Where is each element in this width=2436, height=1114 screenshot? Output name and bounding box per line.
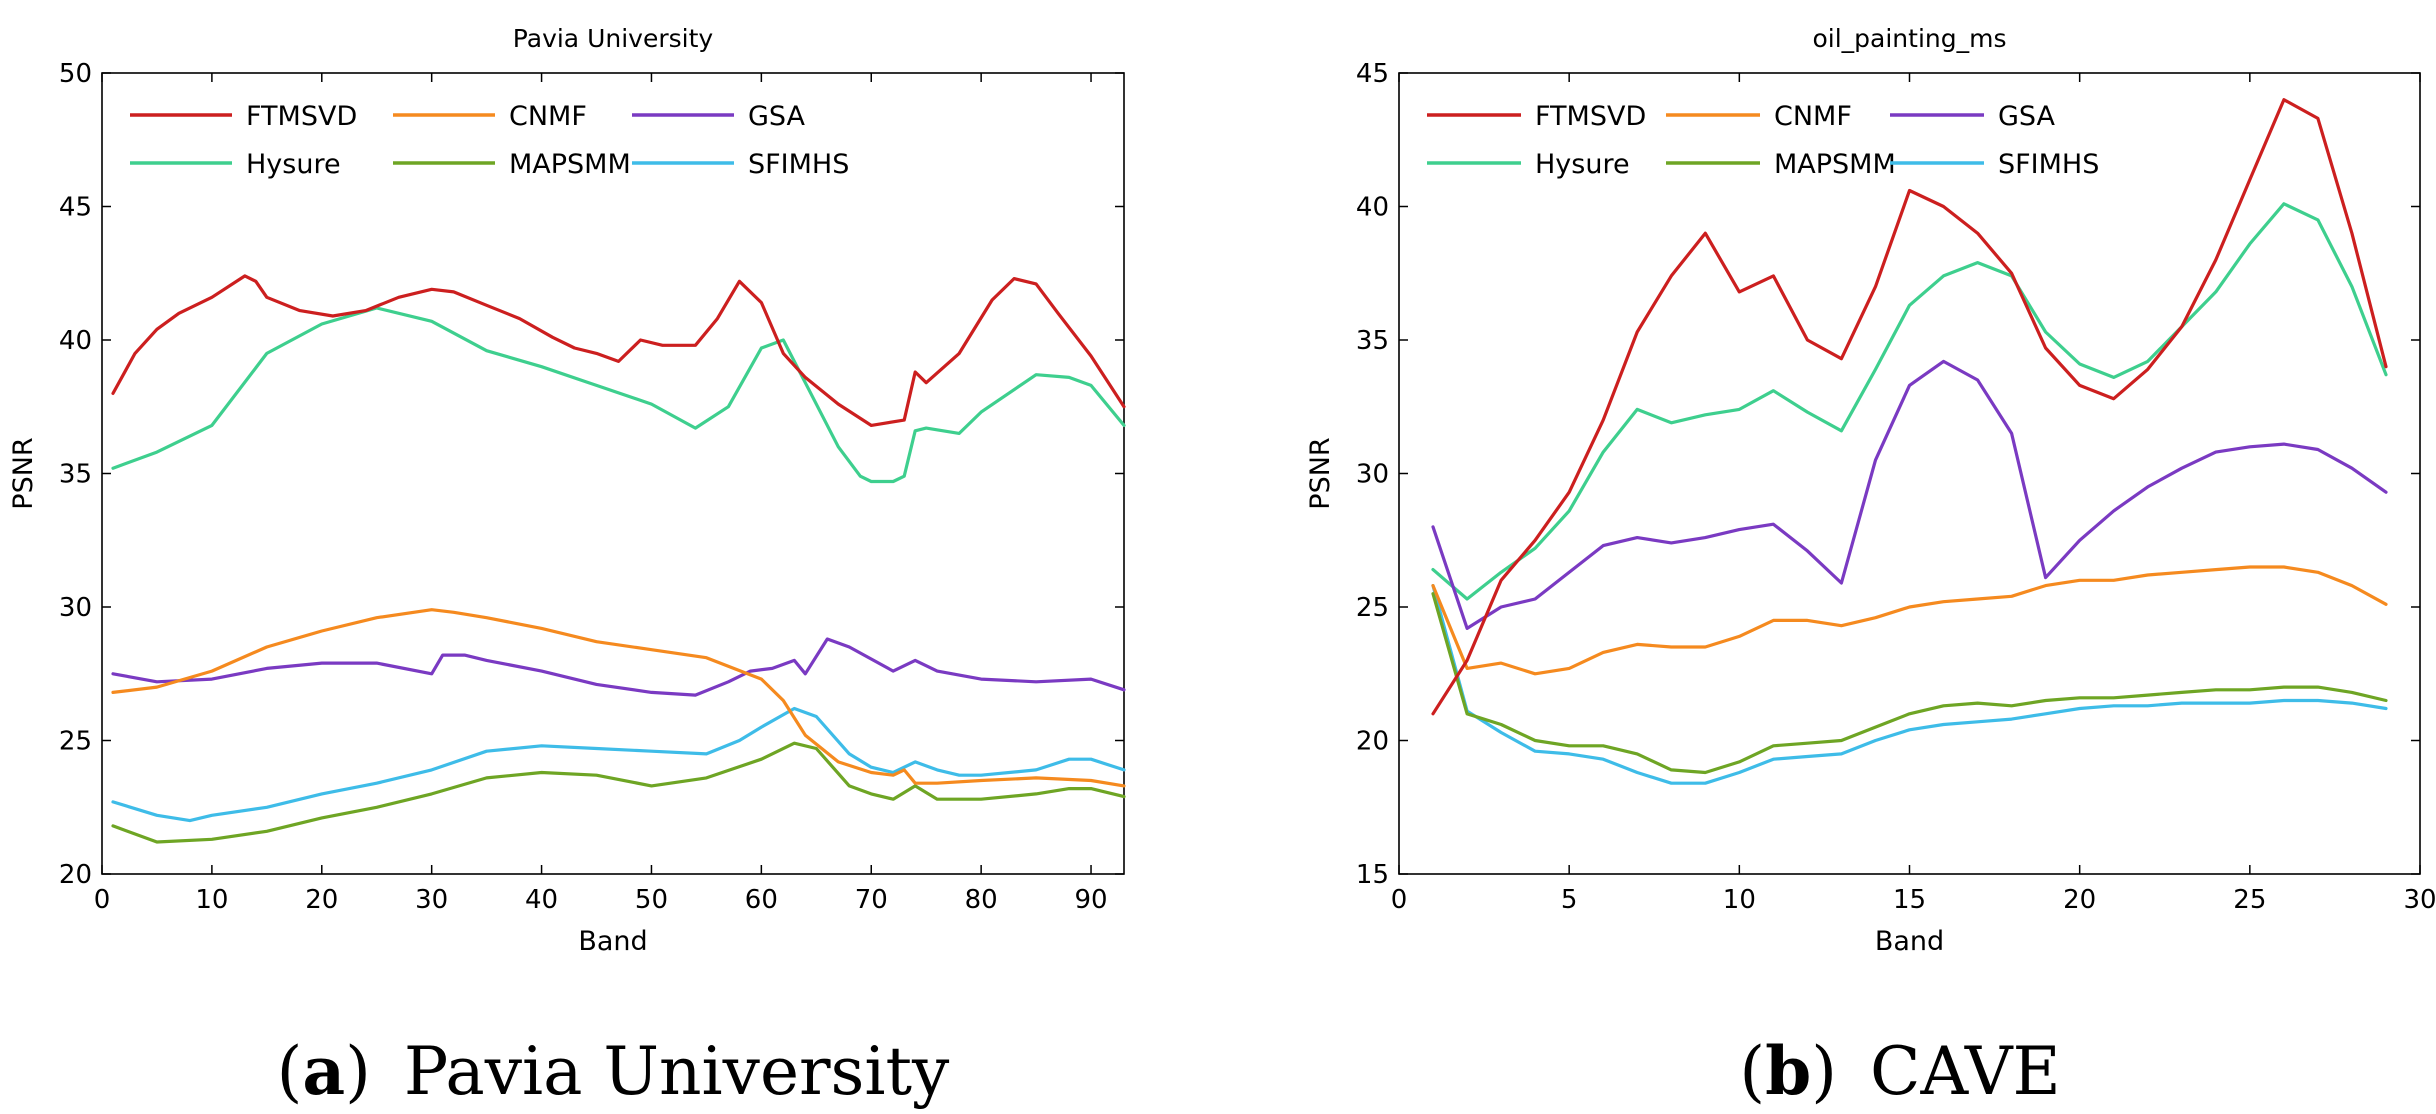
y-tick-label: 50 <box>59 59 92 89</box>
y-tick-label: 15 <box>1356 860 1389 890</box>
series-line-sfimhs <box>111 706 1126 823</box>
legend-label-mapsmm: MAPSMM <box>1774 149 1896 180</box>
legend-label-ftmsvd: FTMSVD <box>1535 101 1646 132</box>
y-tick-label: 40 <box>1356 193 1389 223</box>
x-tick-label: 5 <box>1561 885 1578 915</box>
legend-label-hysure: Hysure <box>1535 149 1630 180</box>
caption-label: a <box>302 1032 345 1110</box>
y-tick-label: 45 <box>59 193 92 223</box>
legend-label-mapsmm: MAPSMM <box>509 149 631 180</box>
x-tick-label: 10 <box>195 885 228 915</box>
legend-label-gsa: GSA <box>748 101 806 132</box>
y-axis-label: PSNR <box>8 437 39 509</box>
y-tick-label: 30 <box>59 593 92 623</box>
y-tick-label: 35 <box>1356 326 1389 356</box>
x-axis-label: Band <box>1875 926 1944 957</box>
caption-label: b <box>1765 1032 1811 1110</box>
legend-label-hysure: Hysure <box>246 149 341 180</box>
y-tick-label: 20 <box>1356 727 1389 757</box>
y-tick-label: 20 <box>59 860 92 890</box>
x-tick-label: 50 <box>635 885 668 915</box>
x-tick-label: 30 <box>2403 885 2436 915</box>
series-line-gsa <box>1431 359 2388 631</box>
y-tick-label: 40 <box>59 326 92 356</box>
x-tick-label: 90 <box>1074 885 1107 915</box>
series-line-cnmf <box>1431 565 2388 676</box>
x-tick-label: 80 <box>965 885 998 915</box>
series-line-cnmf <box>111 608 1126 788</box>
series-line-ftmsvd <box>111 274 1126 427</box>
series-line-hysure <box>1431 202 2388 601</box>
legend-label-cnmf: CNMF <box>1774 101 1852 132</box>
series-line-sfimhs <box>1431 583 2388 785</box>
x-tick-label: 0 <box>1391 885 1408 915</box>
y-tick-label: 45 <box>1356 59 1389 89</box>
chart-1: Pavia University 0 10 20 30 40 50 60 70 80 90 20 25 3… <box>8 24 1126 1110</box>
x-tick-label: 20 <box>2063 885 2096 915</box>
caption-text: CAVE <box>1870 1033 2061 1110</box>
caption-open-paren: ( <box>1739 1033 1765 1110</box>
x-tick-label: 40 <box>525 885 558 915</box>
legend-label-cnmf: CNMF <box>509 101 587 132</box>
x-axis-label: Band <box>578 926 647 957</box>
x-tick-label: 25 <box>2233 885 2266 915</box>
legend-label-gsa: GSA <box>1998 101 2056 132</box>
legend-label-sfimhs: SFIMHS <box>1998 149 2099 180</box>
chart-title: Pavia University <box>513 24 714 53</box>
chart-2: oil_painting_ms 0 5 10 15 20 25 30 15 20 25 30 35 40 4… <box>1305 24 2436 1110</box>
caption-close-paren: ) <box>345 1033 404 1110</box>
x-tick-label: 15 <box>1893 885 1926 915</box>
y-tick-label: 35 <box>59 460 92 490</box>
legend-label-sfimhs: SFIMHS <box>748 149 849 180</box>
figure-caption: (b) CAVE <box>1739 1032 2060 1110</box>
series-line-gsa <box>111 637 1126 697</box>
caption-open-paren: ( <box>277 1033 303 1110</box>
y-axis-label: PSNR <box>1305 437 1336 509</box>
caption-text: Pavia University <box>404 1033 950 1110</box>
plot-frame <box>101 72 1125 875</box>
caption-close-paren: ) <box>1811 1033 1870 1110</box>
chart-title: oil_painting_ms <box>1812 24 2006 53</box>
figure-caption: (a) Pavia University <box>277 1032 950 1110</box>
series-line-ftmsvd <box>1431 98 2388 716</box>
x-tick-label: 20 <box>305 885 338 915</box>
y-tick-label: 30 <box>1356 460 1389 490</box>
legend-label-ftmsvd: FTMSVD <box>246 101 357 132</box>
x-tick-label: 10 <box>1723 885 1756 915</box>
y-tick-label: 25 <box>1356 593 1389 623</box>
x-tick-label: 70 <box>855 885 888 915</box>
plot-frame <box>1398 72 2421 875</box>
series-line-mapsmm <box>1431 592 2388 775</box>
x-tick-label: 60 <box>745 885 778 915</box>
x-tick-label: 0 <box>94 885 111 915</box>
y-tick-label: 25 <box>59 727 92 757</box>
series-line-mapsmm <box>111 741 1126 844</box>
x-tick-label: 30 <box>415 885 448 915</box>
